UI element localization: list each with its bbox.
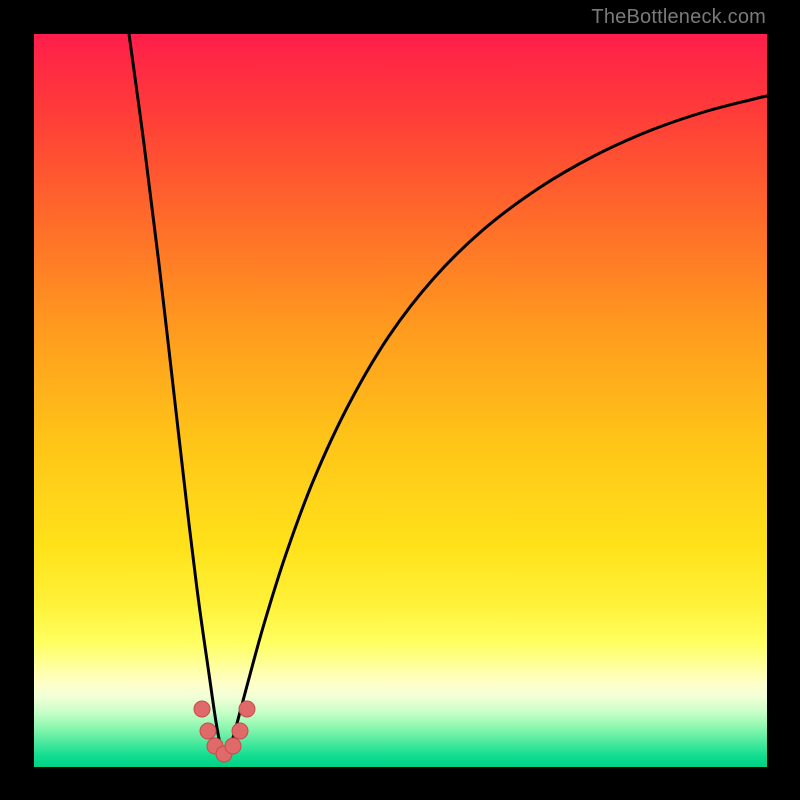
chart-svg (34, 34, 767, 767)
marker-dot (239, 701, 255, 717)
bottleneck-curve (129, 34, 767, 761)
outer-frame: TheBottleneck.com (0, 0, 800, 800)
marker-dot (200, 723, 216, 739)
marker-dot (194, 701, 210, 717)
sweet-spot-markers (194, 701, 255, 762)
marker-dot (232, 723, 248, 739)
marker-dot (225, 738, 241, 754)
plot-area (34, 34, 767, 767)
watermark-text: TheBottleneck.com (591, 6, 766, 29)
